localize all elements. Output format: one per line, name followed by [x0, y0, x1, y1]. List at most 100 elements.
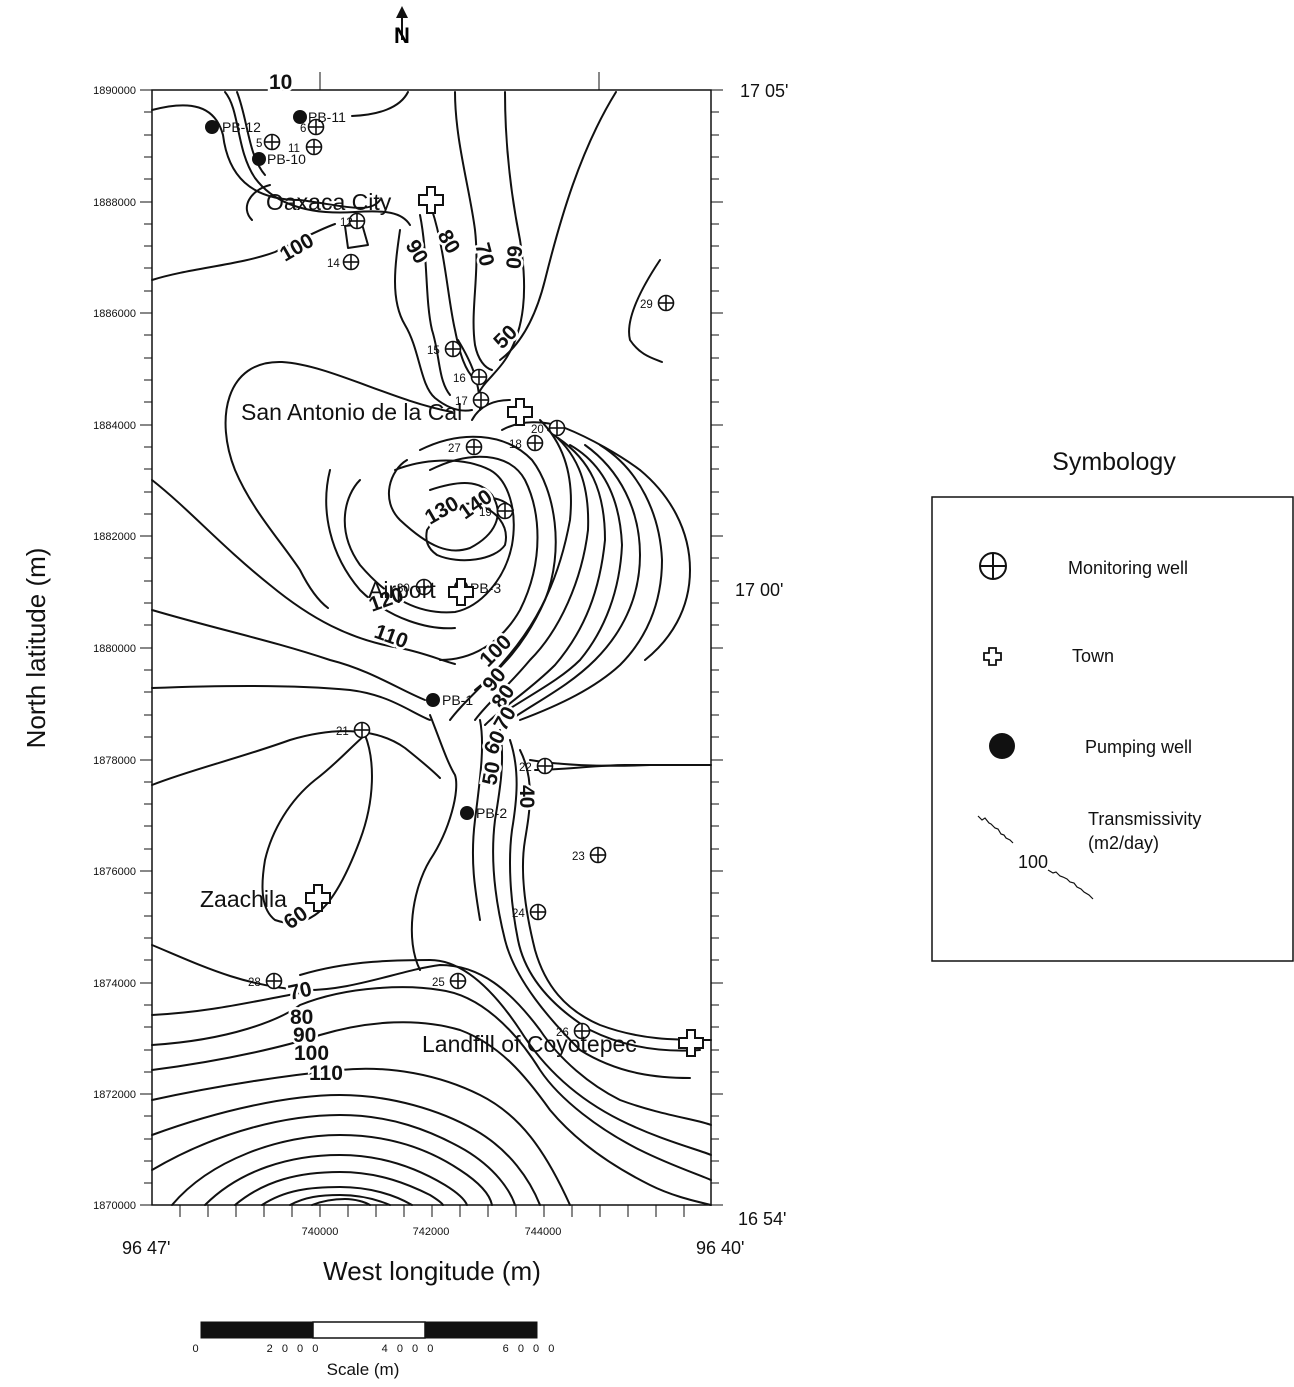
monitoring-well-icon — [307, 118, 325, 136]
monitoring-well-label: 15 — [427, 345, 440, 357]
monitoring-well-icon — [415, 578, 433, 596]
monitoring-well-icon — [265, 972, 283, 990]
y-tick-label: 1880000 — [93, 643, 136, 655]
monitoring-well: 19 — [479, 502, 514, 520]
monitoring-well-label: 18 — [509, 439, 522, 451]
contour-label: 50 — [489, 321, 522, 354]
contour-label: 70 — [286, 978, 314, 1005]
town-icon — [305, 884, 331, 912]
scale-segment — [200, 1321, 314, 1339]
town: Zaachila — [200, 884, 331, 912]
x-tick-label: 744000 — [525, 1226, 562, 1238]
monitoring-well-label: 28 — [248, 977, 261, 989]
monitoring-well-label: 22 — [519, 762, 532, 774]
scale-segment — [312, 1321, 426, 1339]
y-tick-label: 1872000 — [93, 1089, 136, 1101]
pumping-well-label: PB-2 — [476, 805, 507, 821]
monitoring-well-label: 23 — [572, 851, 585, 863]
monitoring-well-icon — [589, 846, 607, 864]
monitoring-well-icon — [526, 434, 544, 452]
monitoring-well-label: 30 — [397, 583, 410, 595]
monitoring-well-icon — [472, 391, 490, 409]
monitoring-well: 17 — [455, 391, 490, 409]
north-arrow-label: N — [394, 23, 410, 48]
monitoring-well: 16 — [453, 368, 488, 386]
monitoring-well: 26 — [556, 1022, 591, 1040]
monitoring-well: 21 — [336, 721, 371, 739]
pumping-well: PB-2 — [460, 805, 507, 821]
monitoring-well: 30 — [397, 578, 433, 596]
legend: Symbology Monitoring well Town Pumping w… — [931, 448, 1294, 962]
town-label: Landfill of Coyotepec — [422, 1031, 637, 1057]
contour-label: 40 — [515, 785, 538, 808]
scale-tick-label: 4 0 0 0 — [382, 1343, 437, 1355]
town: Airport — [368, 577, 474, 606]
contour-label: 50 — [478, 760, 505, 787]
monitoring-well-label: 12 — [340, 217, 353, 229]
pumping-well-label: PB-10 — [267, 151, 306, 167]
contour-line-icon — [977, 815, 1094, 900]
monitoring-well-icon — [470, 368, 488, 386]
towns: Oaxaca City San Antonio de la Cal Airport Z… — [200, 186, 704, 1057]
town-label: Airport — [368, 577, 436, 603]
monitoring-well-label: 6 — [300, 123, 306, 135]
monitoring-well-icon — [353, 721, 371, 739]
y-tick-label: 1878000 — [93, 755, 136, 767]
legend-label: Pumping well — [1085, 737, 1192, 757]
town-icon — [678, 1029, 704, 1057]
legend-item-pumping: Pumping well — [989, 733, 1192, 759]
monitoring-well-icon — [529, 903, 547, 921]
x-tick-label: 740000 — [302, 1226, 339, 1238]
town-icon — [507, 398, 533, 426]
monitoring-well-icon — [449, 972, 467, 990]
monitoring-well-label: 17 — [455, 396, 468, 408]
monitoring-well-label: 26 — [556, 1027, 569, 1039]
y-tick-label: 1874000 — [93, 978, 136, 990]
pumping-well-icon — [252, 152, 266, 166]
pumping-well: PB-10 — [252, 151, 306, 167]
scale-tick-label: 2 0 0 0 — [267, 1343, 322, 1355]
monitoring-well: 5 — [256, 133, 281, 151]
monitoring-well-label: 27 — [448, 443, 461, 455]
lon-label-right: 96 40' — [696, 1238, 744, 1258]
town: Oaxaca City — [266, 186, 444, 215]
monitoring-well: 14 — [327, 253, 360, 271]
contour-label: 110 — [309, 1062, 343, 1085]
monitoring-well-icon — [465, 438, 483, 456]
monitoring-well: 25 — [432, 972, 467, 990]
monitoring-well-icon — [348, 212, 366, 230]
contour-label: 60 — [501, 245, 526, 270]
y-tick-label: 1888000 — [93, 197, 136, 209]
north-arrow-icon — [396, 6, 408, 40]
pumping-well-icon — [426, 693, 440, 707]
monitoring-well: 11 — [288, 138, 323, 156]
monitoring-well-label: 29 — [640, 299, 653, 311]
monitoring-well-icon — [263, 133, 281, 151]
tick-marks — [140, 72, 723, 1217]
monitoring-well: 22 — [519, 757, 554, 775]
monitoring-well-icon — [305, 138, 323, 156]
monitoring-well-label: 16 — [453, 373, 466, 385]
pumping-well-icon — [989, 733, 1015, 759]
monitoring-well-icon — [657, 294, 675, 312]
scale-title: Scale (m) — [327, 1360, 400, 1379]
town: San Antonio de la Cal — [241, 398, 533, 426]
contour-label: 80 — [290, 1006, 313, 1029]
town-icon — [983, 647, 1002, 666]
legend-box — [931, 496, 1294, 962]
pumping-well: PB-11 — [293, 109, 346, 125]
monitoring-well: 28 — [248, 972, 283, 990]
monitoring-well-label: 11 — [288, 143, 300, 155]
pumping-well-label: PB-12 — [222, 119, 261, 135]
town-icon — [418, 186, 444, 214]
y-axis-title: North latitude (m) — [21, 548, 51, 749]
y-tick-label: 1882000 — [93, 531, 136, 543]
monitoring-well: 12 — [340, 212, 366, 230]
monitoring-well: 27 — [448, 438, 483, 456]
pumping-well-icon — [205, 120, 219, 134]
town: Landfill of Coyotepec — [422, 1029, 704, 1057]
legend-item-monitoring: Monitoring well — [979, 552, 1188, 580]
monitoring-well-icon — [548, 419, 566, 437]
y-tick-labels: 1890000 1888000 1886000 1884000 1882000 … — [93, 85, 136, 1212]
lat-label-mid: 17 00' — [735, 580, 783, 600]
